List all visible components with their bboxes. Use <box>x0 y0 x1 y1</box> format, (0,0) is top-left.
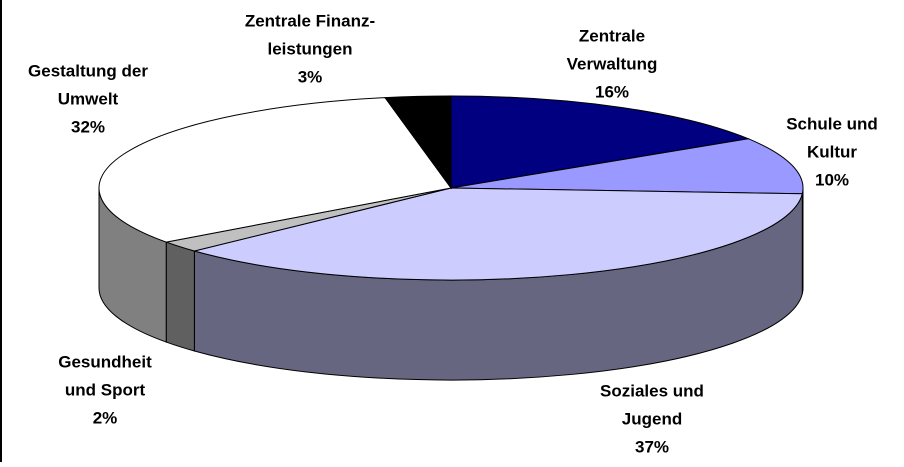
pie-slice <box>192 187 803 281</box>
slice-value-label: 37% <box>635 437 669 456</box>
slice-label: Jugend <box>622 409 682 428</box>
slice-label: Verwaltung <box>567 54 658 73</box>
slice-label: und Sport <box>65 380 146 399</box>
pie-slice <box>98 97 452 243</box>
slice-label: leistungen <box>267 39 352 58</box>
slice-label: Soziales und <box>600 381 704 400</box>
slice-value-label: 2% <box>93 408 118 427</box>
pie-slice <box>384 95 452 190</box>
slice-value-label: 10% <box>815 170 849 189</box>
slice-label: Zentrale <box>579 26 645 45</box>
slice-value-label: 32% <box>71 117 105 136</box>
slice-label: Schule und <box>786 114 878 133</box>
pie-wall <box>165 241 195 352</box>
slice-value-label: 3% <box>298 67 323 86</box>
slice-label: Gesundheit <box>58 352 152 371</box>
slice-value-label: 16% <box>595 82 629 101</box>
pie-slice <box>450 95 751 189</box>
pie-walls <box>98 187 804 381</box>
pie-labels: Zentrale Verwaltung 16% Schule und Kultur 10%… <box>28 11 878 456</box>
slice-label: Kultur <box>807 142 857 161</box>
pie-slice <box>450 138 804 195</box>
pie-tops <box>98 95 804 281</box>
slice-label: Umwelt <box>58 89 119 108</box>
slice-label: Gestaltung der <box>28 61 148 80</box>
slice-label: Zentrale Finanz- <box>245 11 375 30</box>
